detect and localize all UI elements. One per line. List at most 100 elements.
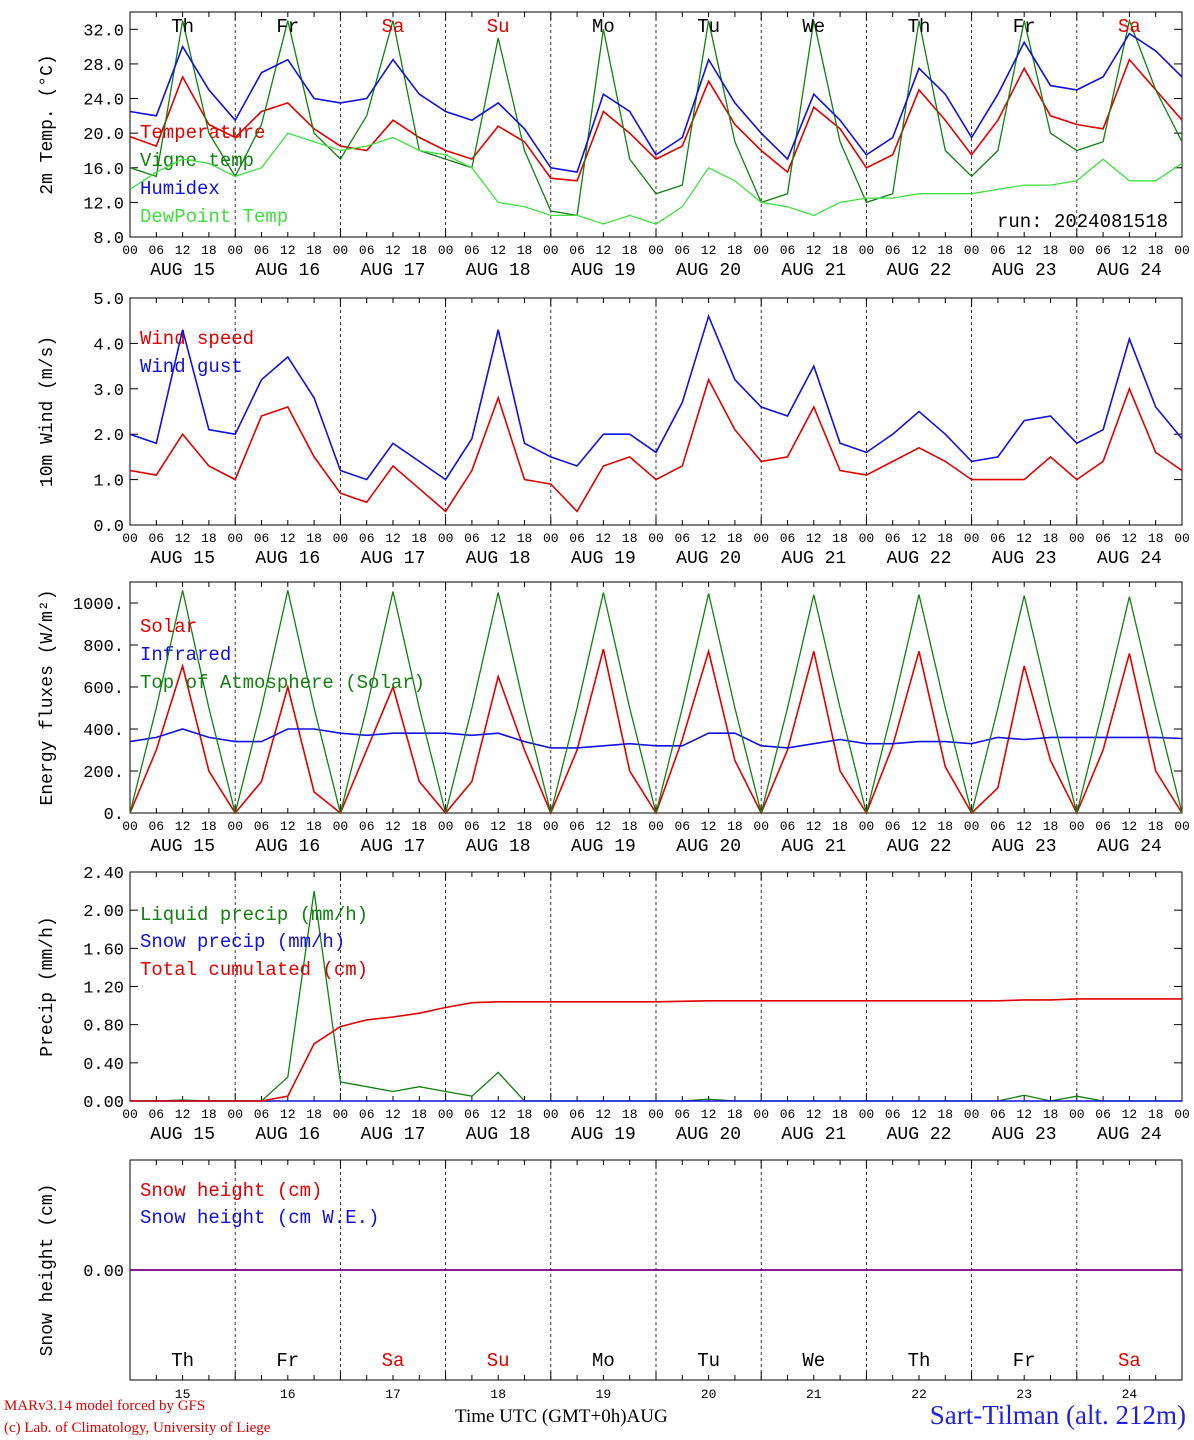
day-number-label: 20: [701, 1387, 717, 1402]
hour-tick-label: 18: [727, 243, 743, 258]
y-tick-label: 600.: [83, 680, 124, 699]
date-label: AUG 24: [1097, 261, 1162, 281]
hour-tick-label: 00: [648, 819, 664, 834]
hour-tick-label: 06: [254, 1107, 270, 1122]
y-tick-label: 200.: [83, 764, 124, 783]
hour-tick-label: 12: [1016, 531, 1032, 546]
hour-tick-label: 12: [596, 1107, 612, 1122]
date-label: AUG 23: [992, 261, 1057, 281]
hour-tick-label: 12: [701, 1107, 717, 1122]
hour-tick-label: 18: [201, 819, 217, 834]
hour-tick-label: 18: [1043, 819, 1059, 834]
date-label: AUG 19: [571, 261, 636, 281]
hour-tick-label: 18: [1148, 243, 1164, 258]
legend-label: Infrared: [140, 644, 231, 666]
hour-tick-label: 00: [1174, 243, 1190, 258]
hour-tick-label: 12: [806, 243, 822, 258]
hour-tick-label: 12: [806, 819, 822, 834]
hour-tick-label: 00: [333, 819, 349, 834]
weekday-label: Sa: [1118, 16, 1141, 38]
weekday-label: Fr: [276, 1350, 299, 1372]
y-axis-label: Energy fluxes (W/m²): [38, 589, 58, 805]
hour-tick-label: 12: [1016, 1107, 1032, 1122]
hour-tick-label: 12: [490, 819, 506, 834]
hour-tick-label: 18: [306, 243, 322, 258]
hour-tick-label: 12: [175, 243, 191, 258]
date-label: AUG 21: [781, 837, 846, 857]
legend-label: Temperature: [140, 122, 265, 144]
hour-tick-label: 06: [1095, 819, 1111, 834]
date-label: AUG 15: [150, 1125, 215, 1145]
date-label: AUG 20: [676, 261, 741, 281]
hour-tick-label: 18: [1148, 819, 1164, 834]
hour-tick-label: 00: [122, 819, 138, 834]
hour-tick-label: 00: [753, 1107, 769, 1122]
weekday-label: Fr: [1013, 1350, 1036, 1372]
y-tick-label: 28.0: [83, 57, 124, 76]
hour-tick-label: 18: [517, 243, 533, 258]
hour-tick-label: 06: [1095, 531, 1111, 546]
y-tick-label: 2.40: [83, 865, 124, 884]
hour-tick-label: 00: [333, 243, 349, 258]
hour-tick-label: 18: [201, 531, 217, 546]
hour-tick-label: 06: [464, 819, 480, 834]
date-label: AUG 19: [571, 1125, 636, 1145]
hour-tick-label: 12: [280, 819, 296, 834]
hour-tick-label: 12: [490, 1107, 506, 1122]
series-line-top-of-atmosphere-solar-: [129, 590, 1183, 814]
day-number-label: 19: [596, 1387, 612, 1402]
hour-tick-label: 18: [937, 819, 953, 834]
hour-tick-label: 00: [543, 243, 559, 258]
hour-tick-label: 00: [648, 243, 664, 258]
hour-tick-label: 18: [306, 531, 322, 546]
hour-tick-label: 18: [622, 531, 638, 546]
hour-tick-label: 06: [990, 531, 1006, 546]
y-tick-label: 0.40: [83, 1056, 124, 1075]
legend-label: Wind speed: [140, 328, 254, 350]
hour-tick-label: 00: [1174, 1107, 1190, 1122]
hour-tick-label: 18: [727, 819, 743, 834]
y-tick-label: 12.0: [83, 195, 124, 214]
hour-tick-label: 12: [1122, 819, 1138, 834]
hour-tick-label: 18: [1148, 1107, 1164, 1122]
date-label: AUG 21: [781, 549, 846, 569]
hour-tick-label: 18: [832, 819, 848, 834]
hour-tick-label: 18: [622, 1107, 638, 1122]
date-label: AUG 21: [781, 261, 846, 281]
hour-tick-label: 06: [254, 243, 270, 258]
weekday-label: Sa: [382, 16, 405, 38]
hour-tick-label: 12: [701, 243, 717, 258]
weekday-label: Fr: [1013, 16, 1036, 38]
hour-tick-label: 00: [648, 1107, 664, 1122]
hour-tick-label: 00: [438, 1107, 454, 1122]
hour-tick-label: 12: [911, 531, 927, 546]
hour-tick-label: 18: [727, 531, 743, 546]
hour-tick-label: 18: [1043, 531, 1059, 546]
date-label: AUG 24: [1097, 549, 1162, 569]
series-line-wind-gust: [129, 313, 1183, 481]
hour-tick-label: 12: [596, 819, 612, 834]
weekday-label: We: [802, 1350, 825, 1372]
hour-tick-label: 12: [1122, 1107, 1138, 1122]
panel-4: 00 06 12 18 00 06 12 18 00 06 12 18 00 06 12 18 00 06 12 18…: [38, 865, 1190, 1145]
hour-tick-label: 18: [1043, 1107, 1059, 1122]
weekday-label: Su: [487, 16, 510, 38]
weekday-label: Su: [487, 1350, 510, 1372]
hour-tick-label: 06: [990, 243, 1006, 258]
hour-tick-label: 06: [569, 1107, 585, 1122]
y-tick-label: 20.0: [83, 126, 124, 145]
series-line-wind-speed: [129, 377, 1183, 513]
hour-tick-label: 12: [596, 243, 612, 258]
hour-tick-label: 00: [859, 1107, 875, 1122]
x-axis-title-text: Time UTC (GMT+0h): [455, 1406, 627, 1427]
hour-tick-label: 18: [937, 531, 953, 546]
weekday-label: Sa: [1118, 1350, 1141, 1372]
hour-tick-label: 06: [780, 531, 796, 546]
series-line-vigne-temp: [129, 18, 1183, 217]
hour-tick-label: 18: [1148, 531, 1164, 546]
day-number-label: 23: [1016, 1387, 1032, 1402]
hour-tick-label: 18: [517, 819, 533, 834]
series-line-dewpoint-temp: [129, 132, 1183, 225]
hour-tick-label: 00: [1069, 819, 1085, 834]
